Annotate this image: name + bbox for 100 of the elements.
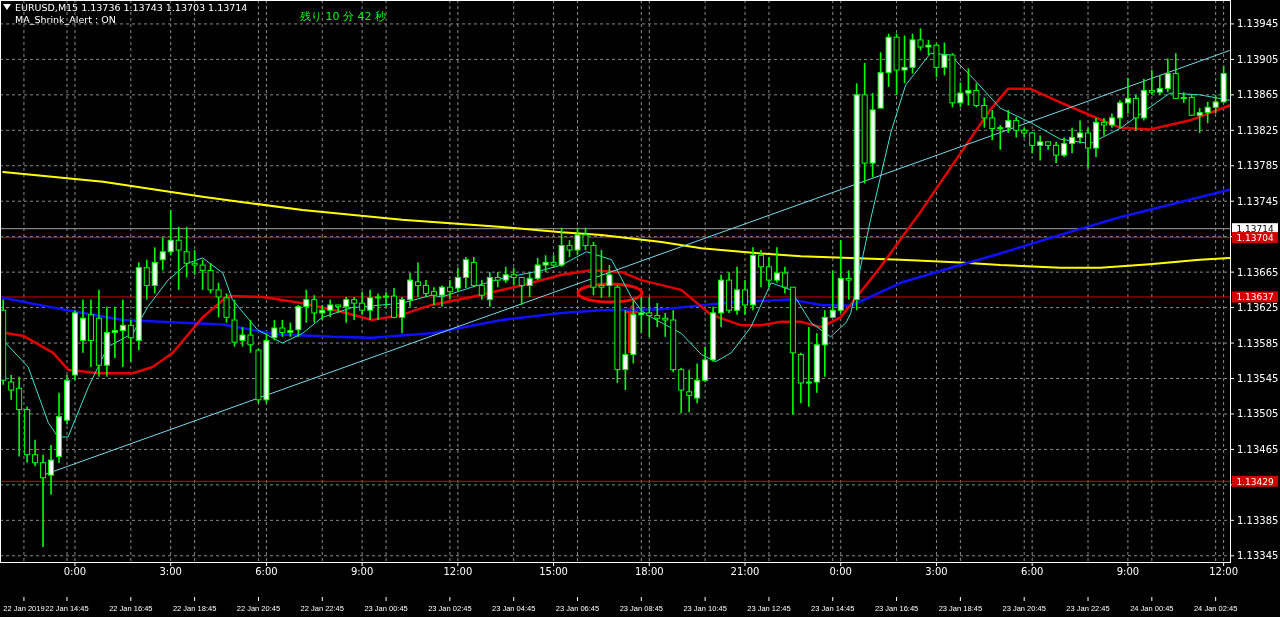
candlestick bbox=[151, 246, 158, 295]
candlestick bbox=[646, 296, 653, 338]
candlestick bbox=[383, 290, 390, 308]
candlestick bbox=[805, 326, 812, 408]
candlestick bbox=[335, 304, 342, 314]
candlestick bbox=[462, 256, 469, 289]
candlestick bbox=[478, 279, 485, 301]
ref-line-label: 1.13714 bbox=[1236, 224, 1274, 235]
x2-tick-label: 21:00 bbox=[730, 566, 760, 577]
x2-tick-label: 12:00 bbox=[1209, 566, 1239, 577]
candlestick bbox=[486, 271, 493, 308]
candlestick bbox=[742, 279, 749, 316]
y-tick-label: 1.13745 bbox=[1237, 195, 1279, 207]
candlestick bbox=[1188, 94, 1195, 117]
y-tick-label: 1.13505 bbox=[1237, 408, 1279, 420]
candlestick bbox=[414, 261, 421, 298]
candlestick bbox=[1196, 107, 1203, 134]
candlestick bbox=[438, 284, 445, 308]
y-tick-label: 1.13945 bbox=[1237, 18, 1279, 30]
candlestick bbox=[686, 368, 693, 413]
candlestick bbox=[1132, 94, 1139, 132]
candlestick bbox=[343, 296, 350, 324]
candlestick bbox=[470, 256, 477, 289]
candlestick bbox=[399, 296, 406, 335]
annotation: 残り 10 分 42 秒 bbox=[300, 10, 386, 23]
candlestick bbox=[79, 298, 86, 354]
candlestick bbox=[1029, 131, 1036, 155]
candlestick bbox=[16, 375, 23, 458]
candlestick bbox=[638, 296, 645, 335]
y-tick-label: 1.13665 bbox=[1237, 266, 1279, 278]
candlestick bbox=[319, 304, 326, 321]
y-tick-label: 1.13825 bbox=[1237, 124, 1279, 136]
x2-tick-label: 15:00 bbox=[539, 566, 568, 577]
candlestick bbox=[1116, 99, 1123, 129]
candlestick bbox=[391, 287, 398, 320]
candlestick bbox=[845, 269, 852, 301]
candlestick bbox=[8, 374, 15, 401]
candlestick bbox=[159, 236, 166, 272]
y-tick-label: 1.13625 bbox=[1237, 302, 1279, 314]
candlestick bbox=[127, 319, 134, 363]
candlestick bbox=[295, 304, 302, 338]
candlestick bbox=[311, 294, 318, 324]
candlestick bbox=[1156, 74, 1163, 96]
candlestick bbox=[119, 298, 126, 368]
candlestick bbox=[167, 209, 174, 257]
candlestick bbox=[654, 302, 661, 328]
candlestick bbox=[175, 226, 182, 291]
candlestick bbox=[351, 296, 358, 321]
x2-tick-label: 3:00 bbox=[925, 566, 948, 577]
x2-tick-label: 9:00 bbox=[1116, 566, 1140, 577]
candlestick bbox=[359, 290, 366, 316]
y-tick-label: 1.13345 bbox=[1237, 550, 1279, 562]
candlestick bbox=[143, 258, 150, 301]
candlestick bbox=[303, 289, 310, 324]
candlestick bbox=[1069, 126, 1076, 155]
candlestick bbox=[1013, 116, 1020, 139]
candlestick bbox=[757, 249, 764, 289]
candlestick bbox=[1148, 69, 1155, 96]
candlestick bbox=[662, 312, 669, 338]
line-series bbox=[1, 188, 1230, 339]
candlestick bbox=[1037, 134, 1044, 162]
candlestick bbox=[1100, 117, 1107, 137]
candlestick bbox=[375, 292, 382, 321]
line-series bbox=[2, 170, 1230, 269]
candlestick bbox=[702, 345, 709, 383]
candlestick bbox=[997, 124, 1004, 151]
candlestick bbox=[40, 453, 47, 548]
candlestick bbox=[829, 269, 836, 319]
candlestick bbox=[1061, 136, 1068, 158]
candlestick bbox=[781, 266, 788, 295]
candlestick bbox=[494, 271, 501, 289]
x2-tick-label: 9:00 bbox=[350, 566, 374, 577]
candlestick bbox=[32, 438, 39, 468]
candlestick bbox=[1085, 126, 1092, 170]
y-tick-label: 1.13785 bbox=[1237, 160, 1279, 172]
x2-tick-label: 0:00 bbox=[829, 566, 852, 577]
candlestick bbox=[734, 266, 741, 316]
candlestick bbox=[1053, 141, 1060, 164]
chart-title: EURUSD,M15 1.13736 1.13743 1.13703 1.13714 bbox=[15, 2, 248, 13]
candlestick bbox=[694, 362, 701, 405]
candlestick bbox=[446, 279, 453, 301]
candlestick bbox=[1005, 109, 1012, 134]
candlestick bbox=[430, 286, 437, 306]
candlestick bbox=[367, 289, 374, 321]
x2-tick-label: 3:00 bbox=[159, 566, 182, 577]
ref-line-label: 1.13637 bbox=[1236, 292, 1274, 303]
candlestick bbox=[981, 96, 988, 129]
text: MA_Shrink_Alert : ON bbox=[15, 14, 116, 25]
candlestick bbox=[111, 305, 118, 359]
candlestick bbox=[765, 256, 772, 289]
candlestick bbox=[1180, 91, 1187, 104]
y-tick-label: 1.13385 bbox=[1237, 514, 1279, 526]
candlestick bbox=[1164, 57, 1171, 93]
ref-line-label: 1.13704 bbox=[1236, 233, 1274, 244]
y-tick-label: 1.13465 bbox=[1237, 443, 1279, 455]
y-tick-label: 1.13585 bbox=[1237, 337, 1279, 349]
y-tick-label: 1.13865 bbox=[1237, 89, 1279, 101]
y-tick-label: 1.13905 bbox=[1237, 53, 1279, 65]
x2-tick-label: 0:00 bbox=[63, 566, 87, 577]
x2-tick-label: 12:00 bbox=[443, 566, 473, 577]
